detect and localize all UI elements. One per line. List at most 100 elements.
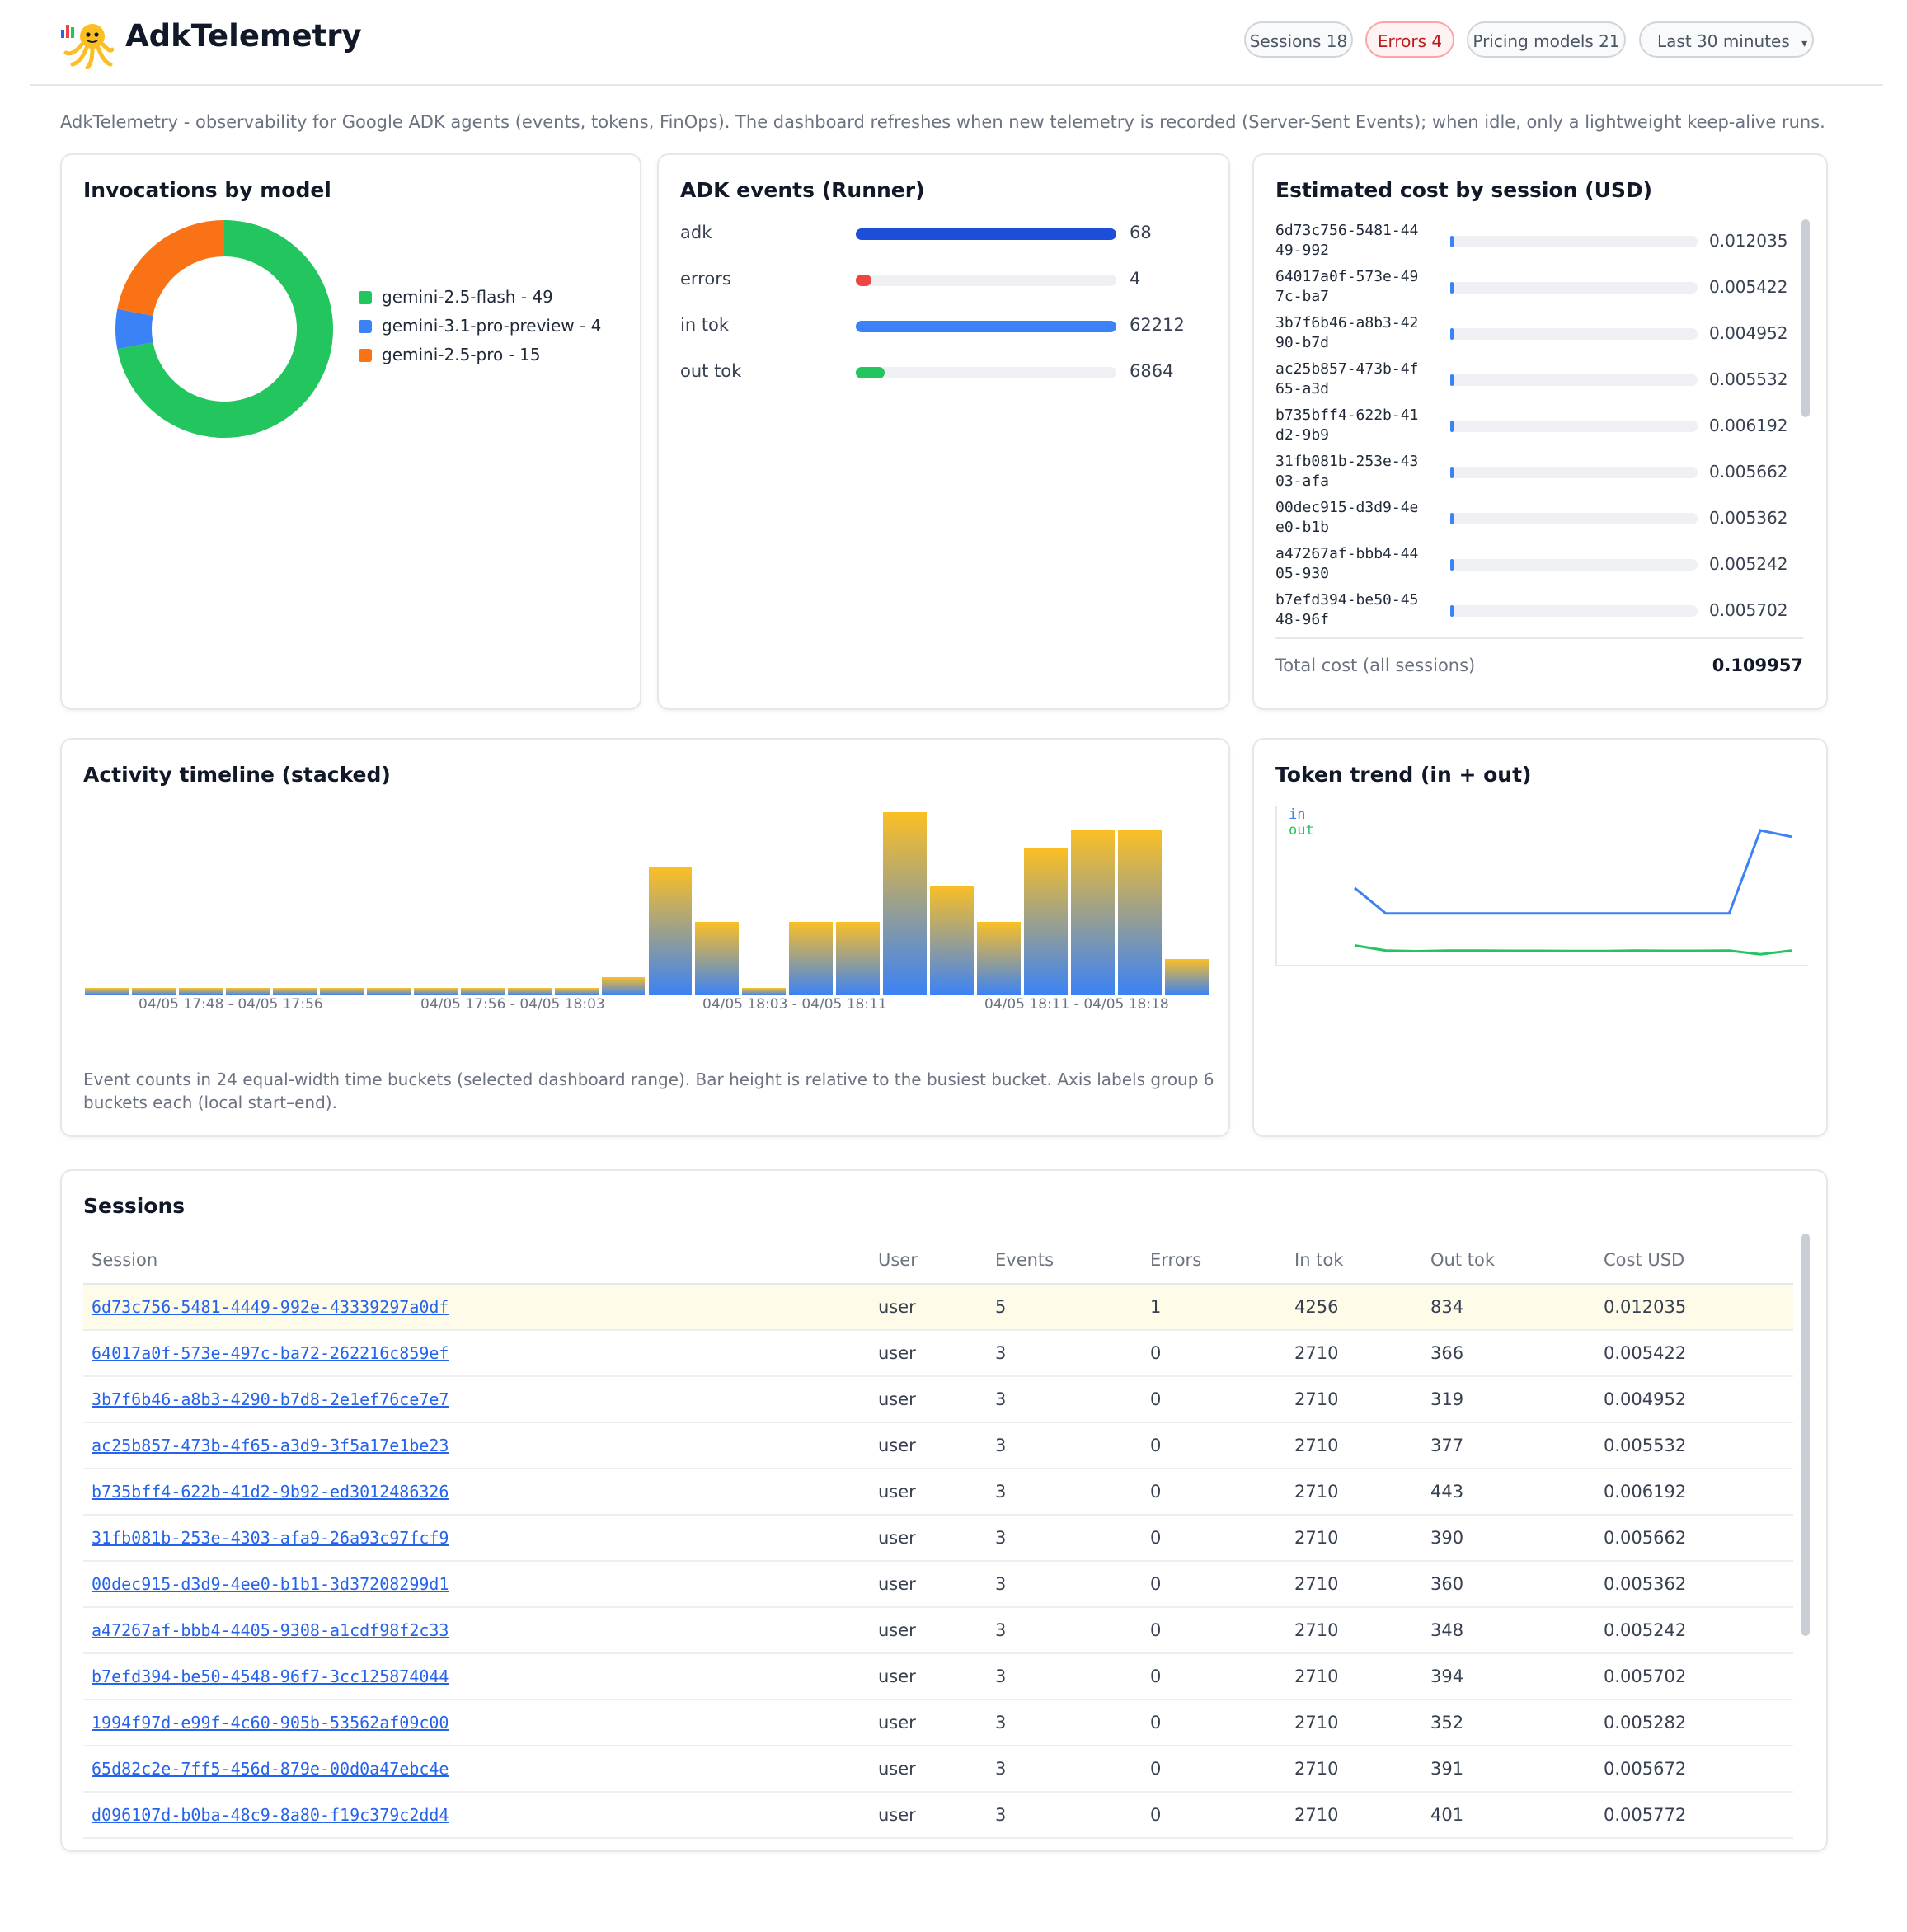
cost-row: a47267af-bbb4-4405-930 0.005242: [1275, 544, 1803, 590]
session-id-link[interactable]: 00dec915-d3d9-4ee0-b1b1-3d37208299d1: [92, 1574, 449, 1594]
donut-slice[interactable]: [115, 308, 153, 350]
out-tok-cell: 391: [1430, 1759, 1464, 1779]
activity-bar[interactable]: [366, 988, 411, 995]
session-id-link[interactable]: b7efd394-be50-4548-96f7-3cc125874044: [92, 1666, 449, 1686]
session-id-link[interactable]: 1994f97d-e99f-4c60-905b-53562af09c00: [92, 1713, 449, 1732]
activity-bar[interactable]: [178, 988, 223, 995]
errors-cell: 0: [1150, 1713, 1162, 1732]
session-id-link[interactable]: 64017a0f-573e-497c-ba72-262216c859ef: [92, 1343, 449, 1363]
table-row[interactable]: a47267af-bbb4-4405-9308-a1cdf98f2c33 user…: [83, 1607, 1793, 1654]
event-bar-fill: [856, 228, 1116, 240]
column-header-session[interactable]: Session: [83, 1237, 870, 1285]
activity-bar[interactable]: [695, 922, 740, 995]
event-value-errors: 4: [1130, 269, 1141, 289]
activity-bar[interactable]: [930, 885, 975, 995]
invocations-title: Invocations by model: [83, 178, 331, 202]
activity-bar[interactable]: [742, 988, 787, 995]
session-id-link[interactable]: 3b7f6b46-a8b3-4290-b7d8-2e1ef76ce7e7: [92, 1389, 449, 1409]
errors-count-pill[interactable]: Errors 4: [1365, 21, 1454, 58]
activity-bar[interactable]: [85, 988, 129, 995]
activity-bar[interactable]: [1071, 830, 1116, 995]
activity-bar[interactable]: [554, 988, 599, 995]
activity-bar[interactable]: [1024, 848, 1069, 995]
table-row[interactable]: d096107d-b0ba-48c9-8a80-f19c379c2dd4 user…: [83, 1792, 1793, 1839]
activity-bar[interactable]: [1118, 830, 1163, 995]
donut-slice[interactable]: [117, 220, 333, 438]
event-bar-fill: [856, 367, 885, 378]
cost-bar: [1450, 559, 1698, 571]
column-header-in-tok[interactable]: In tok: [1286, 1237, 1422, 1285]
column-header-errors[interactable]: Errors: [1142, 1237, 1286, 1285]
session-id-link[interactable]: 31fb081b-253e-4303-afa9-26a93c97fcf9: [92, 1528, 449, 1548]
activity-bar[interactable]: [977, 922, 1022, 995]
column-header-cost[interactable]: Cost USD: [1595, 1237, 1793, 1285]
table-cell: 3: [987, 1792, 1142, 1839]
session-id-link[interactable]: 65d82c2e-7ff5-456d-879e-00d0a47ebc4e: [92, 1759, 449, 1779]
events-cell: 3: [995, 1436, 1007, 1455]
activity-bar[interactable]: [272, 988, 317, 995]
cost-value: 0.006192: [1709, 416, 1788, 435]
table-cell: user: [870, 1607, 987, 1654]
activity-bar[interactable]: [413, 988, 458, 995]
activity-bar[interactable]: [225, 988, 270, 995]
column-header-events[interactable]: Events: [987, 1237, 1142, 1285]
sessions-table-scrollbar[interactable]: [1801, 1234, 1810, 1636]
table-row[interactable]: 65d82c2e-7ff5-456d-879e-00d0a47ebc4e user…: [83, 1746, 1793, 1793]
table-cell: 0: [1142, 1330, 1286, 1377]
table-cell: 3: [987, 1422, 1142, 1469]
table-row[interactable]: 64017a0f-573e-497c-ba72-262216c859ef user…: [83, 1330, 1793, 1377]
table-row[interactable]: 3b7f6b46-a8b3-4290-b7d8-2e1ef76ce7e7 user…: [83, 1376, 1793, 1423]
cost-session-id: a47267af-bbb4-4405-930: [1275, 545, 1419, 582]
activity-bar[interactable]: [836, 922, 881, 995]
sessions-count-pill[interactable]: Sessions 18: [1244, 21, 1353, 58]
column-header-user[interactable]: User: [870, 1237, 987, 1285]
in-tok-cell: 4256: [1294, 1297, 1339, 1317]
activity-bar[interactable]: [1165, 958, 1209, 995]
activity-bar[interactable]: [319, 988, 364, 995]
cost-by-session-list[interactable]: 6d73c756-5481-4449-992 0.012035 64017a0f-5…: [1275, 221, 1803, 625]
table-row[interactable]: b735bff4-622b-41d2-9b92-ed3012486326 user…: [83, 1469, 1793, 1516]
activity-bar[interactable]: [507, 988, 552, 995]
activity-bar[interactable]: [883, 812, 928, 995]
cost-cell: 0.004952: [1604, 1389, 1687, 1409]
table-cell: 2710: [1286, 1607, 1422, 1654]
table-cell: 0: [1142, 1746, 1286, 1793]
event-bar-errors: [856, 275, 1116, 286]
cost-value: 0.005362: [1709, 508, 1788, 528]
activity-bar[interactable]: [789, 922, 834, 995]
column-header-out-tok[interactable]: Out tok: [1422, 1237, 1595, 1285]
in-tok-cell: 2710: [1294, 1574, 1339, 1594]
cost-cell: 0.005422: [1604, 1343, 1687, 1363]
cost-bar-fill: [1450, 513, 1454, 524]
table-row[interactable]: b7efd394-be50-4548-96f7-3cc125874044 user…: [83, 1653, 1793, 1700]
out-tok-cell: 390: [1430, 1528, 1464, 1548]
cost-bar-fill: [1450, 328, 1454, 340]
session-id-link[interactable]: b735bff4-622b-41d2-9b92-ed3012486326: [92, 1482, 449, 1502]
table-row[interactable]: 1994f97d-e99f-4c60-905b-53562af09c00 user…: [83, 1699, 1793, 1746]
table-cell: 3: [987, 1653, 1142, 1700]
donut-slice[interactable]: [117, 220, 224, 316]
table-row[interactable]: ac25b857-473b-4f65-a3d9-3f5a17e1be23 user…: [83, 1422, 1793, 1469]
axis-label: 04/05 18:03 - 04/05 18:11: [702, 996, 887, 1013]
activity-chart-note: Event counts in 24 equal-width time buck…: [83, 1069, 1214, 1112]
activity-bar[interactable]: [460, 988, 505, 995]
cost-bar-fill: [1450, 421, 1454, 432]
activity-bar[interactable]: [601, 976, 646, 995]
table-row[interactable]: 00dec915-d3d9-4ee0-b1b1-3d37208299d1 user…: [83, 1561, 1793, 1608]
activity-bar[interactable]: [648, 867, 693, 995]
errors-cell: 0: [1150, 1436, 1162, 1455]
table-row[interactable]: 6d73c756-5481-4449-992e-43339297a0df user…: [83, 1284, 1793, 1331]
legend-item-preview: gemini-3.1-pro-preview - 4: [359, 316, 601, 336]
table-row[interactable]: 31fb081b-253e-4303-afa9-26a93c97fcf9 user…: [83, 1515, 1793, 1562]
axis-label: 04/05 17:56 - 04/05 18:03: [420, 996, 605, 1013]
events-cell: 3: [995, 1389, 1007, 1409]
pricing-models-pill[interactable]: Pricing models 21: [1467, 21, 1626, 58]
user-cell: user: [878, 1713, 916, 1732]
cost-list-scrollbar[interactable]: [1801, 219, 1810, 417]
session-id-link[interactable]: 6d73c756-5481-4449-992e-43339297a0df: [92, 1297, 449, 1317]
activity-bar[interactable]: [131, 988, 176, 995]
session-id-link[interactable]: a47267af-bbb4-4405-9308-a1cdf98f2c33: [92, 1620, 449, 1640]
time-range-select[interactable]: Last 30 minutes ▾: [1639, 21, 1814, 58]
session-id-link[interactable]: d096107d-b0ba-48c9-8a80-f19c379c2dd4: [92, 1805, 449, 1825]
session-id-link[interactable]: ac25b857-473b-4f65-a3d9-3f5a17e1be23: [92, 1436, 449, 1455]
